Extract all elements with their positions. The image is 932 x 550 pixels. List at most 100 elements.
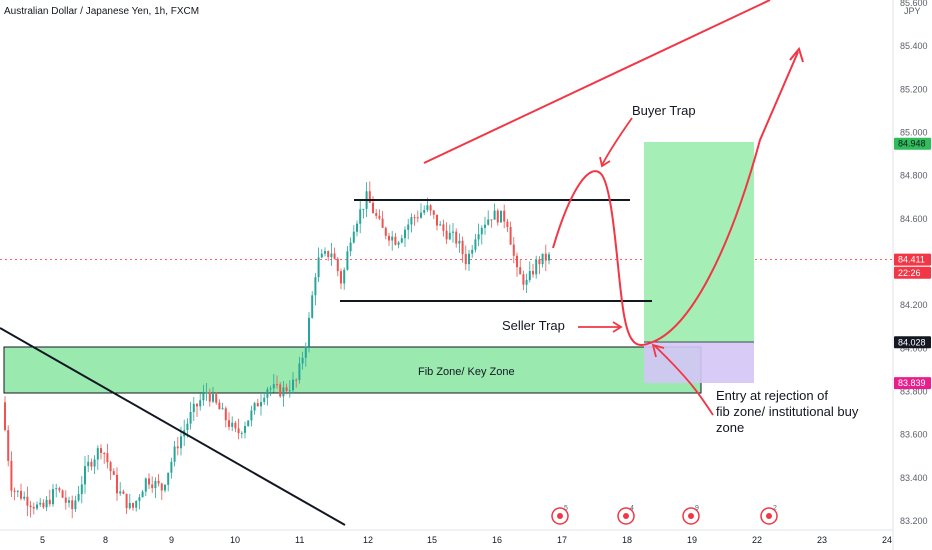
currency-unit: JPY	[904, 6, 921, 16]
time-tick-label: 15	[427, 535, 437, 545]
candle-body	[493, 210, 496, 220]
price-tick-label: 85.000	[900, 128, 928, 138]
candle-body	[468, 253, 470, 265]
candle-body	[503, 210, 506, 222]
candle-body	[333, 253, 336, 259]
price-tick-label: 85.400	[900, 41, 928, 51]
entry-label-line3: zone	[716, 420, 744, 435]
candle-body	[343, 269, 346, 284]
candle-body	[320, 253, 323, 258]
candle-body	[282, 387, 285, 397]
candle-body	[55, 488, 58, 490]
candle-body	[384, 227, 387, 236]
candle-body	[135, 500, 138, 508]
stop-loss-zone[interactable]	[644, 342, 754, 383]
seller-trap-arrowhead	[612, 321, 623, 333]
candle-body	[317, 257, 320, 278]
candlestick-series	[4, 181, 550, 519]
candle-body	[298, 363, 301, 381]
candle-body	[535, 259, 538, 275]
candle-body	[61, 490, 64, 498]
candle-body	[471, 249, 474, 254]
candle-body	[260, 402, 262, 407]
candle-body	[397, 242, 400, 245]
candle-body	[519, 267, 522, 275]
buyer-trap-label: Buyer Trap	[632, 103, 696, 118]
candle-body	[80, 484, 83, 495]
event-marker-dot	[557, 513, 563, 519]
time-axis[interactable]: 5 8 9 10 11 12 15 16 17 18 19 22 23 24	[40, 535, 892, 545]
candle-body	[141, 491, 144, 498]
candle-body	[423, 209, 426, 213]
candle-body	[228, 420, 230, 427]
bullish-trendline[interactable]	[423, 0, 771, 164]
candle-body	[544, 253, 547, 261]
price-badge-label: 84.948	[898, 139, 926, 149]
candle-body	[164, 484, 166, 491]
candle-body	[336, 258, 339, 272]
candle-body	[132, 503, 134, 508]
candle-body	[96, 448, 99, 460]
time-tick-label: 24	[882, 535, 892, 545]
time-tick-label: 11	[295, 535, 304, 545]
buyer-trap-arrow	[601, 117, 633, 166]
event-count: 4	[630, 505, 634, 512]
candle-body	[416, 217, 419, 219]
candle-body	[16, 490, 19, 492]
time-tick-label: 19	[687, 535, 697, 545]
fib-zone-label: Fib Zone/ Key Zone	[418, 366, 515, 378]
candle-body	[106, 453, 109, 463]
candle-body	[244, 426, 246, 433]
time-tick-label: 17	[557, 535, 567, 545]
candle-body	[432, 210, 435, 215]
candle-body	[138, 497, 141, 501]
candle-body	[74, 500, 77, 510]
candle-body	[64, 497, 67, 503]
candle-body	[32, 507, 35, 509]
price-badge	[894, 377, 931, 390]
candle-body	[116, 474, 118, 494]
take-profit-zone[interactable]	[644, 142, 754, 342]
candle-body	[436, 214, 438, 226]
candle-body	[84, 466, 86, 485]
candle-body	[516, 255, 518, 268]
candle-body	[295, 379, 298, 381]
candle-body	[487, 219, 490, 225]
candle-body	[349, 242, 352, 252]
buyer-trap-arrowhead	[599, 156, 611, 168]
candle-body	[522, 274, 525, 285]
candle-body	[154, 480, 157, 489]
candle-body	[340, 271, 342, 284]
candle-body	[474, 239, 477, 250]
price-badge	[894, 336, 931, 349]
candle-body	[311, 295, 314, 318]
time-tick-label: 12	[363, 535, 373, 545]
chart-title: Australian Dollar / Japanese Yen, 1h, FX…	[4, 6, 199, 17]
candle-body	[429, 205, 432, 211]
candle-body	[276, 384, 278, 386]
candle-body	[346, 251, 349, 270]
candle-body	[4, 402, 6, 431]
candle-body	[125, 493, 128, 509]
candle-body	[426, 205, 429, 210]
event-count: 2	[773, 505, 777, 512]
candle-body	[205, 392, 208, 394]
entry-arrow	[654, 345, 714, 416]
candle-body	[362, 208, 365, 210]
descending-trendline[interactable]	[0, 327, 346, 526]
candle-body	[464, 254, 467, 265]
fib-zone-box[interactable]	[3, 346, 702, 394]
candle-body	[7, 430, 10, 461]
candle-body	[509, 227, 512, 245]
candle-body	[285, 387, 288, 391]
candle-body	[372, 202, 374, 214]
event-count: 5	[564, 505, 568, 512]
candle-body	[548, 254, 550, 261]
candle-body	[359, 209, 362, 224]
candle-body	[314, 277, 317, 296]
candle-body	[400, 238, 403, 243]
candle-body	[212, 394, 214, 402]
candle-body	[29, 505, 32, 508]
economic-event-markers[interactable]: 5 4 9 2	[551, 505, 778, 525]
